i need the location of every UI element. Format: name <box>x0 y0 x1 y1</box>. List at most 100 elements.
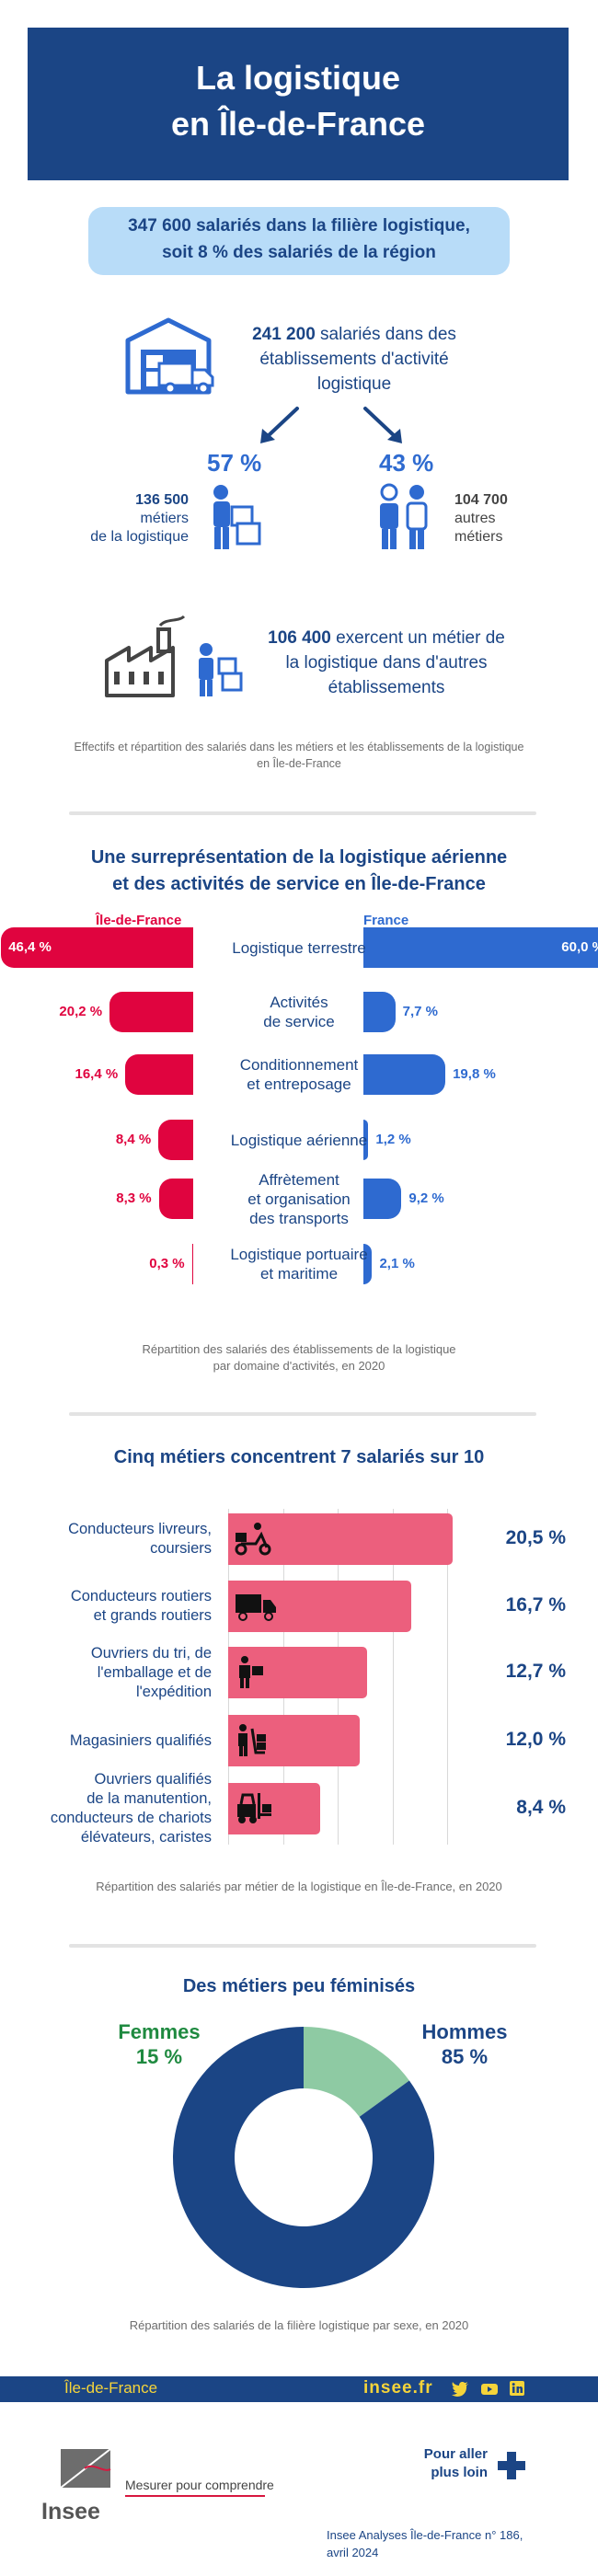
men-label-block: Hommes 85 % <box>414 2019 515 2069</box>
insee-tagline: Mesurer pour comprendre <box>125 2478 274 2492</box>
france-value: 7,7 % <box>402 1004 438 1019</box>
france-value: 2,1 % <box>379 1256 415 1271</box>
publication-ref-line2: avril 2024 <box>327 2546 379 2559</box>
left-pct: 57 % <box>207 449 262 477</box>
right-split-value: 104 700 <box>454 492 508 508</box>
activity-category: Affrètement et organisation des transports <box>195 1170 403 1228</box>
caption-2-line2: par domaine d'activités, en 2020 <box>213 1359 385 1373</box>
france-bar <box>363 1120 369 1160</box>
other-establishments-text3: établissements <box>328 678 445 697</box>
job-bar <box>228 1715 360 1766</box>
caption-2: Répartition des salariés des établisseme… <box>37 1341 561 1374</box>
france-value: 19,8 % <box>453 1066 496 1082</box>
youtube-icon[interactable] <box>480 2380 499 2398</box>
section2-title-line1: Une surreprésentation de la logistique a… <box>90 847 508 868</box>
other-establishments-text: 106 400 exercent un métier de la logisti… <box>248 626 524 700</box>
caption-3: Répartition des salariés par métier de l… <box>96 1880 502 1893</box>
men-label: Hommes <box>421 2020 508 2043</box>
job-label-line: Magasiniers qualifiés <box>69 1731 212 1749</box>
activity-category-line: et maritime <box>259 1265 339 1282</box>
job-value: 20,5 % <box>505 1527 566 1548</box>
establishments-text1: salariés dans des <box>320 325 456 344</box>
job-label-line: coursiers <box>150 1540 212 1557</box>
men-pct: 85 % <box>441 2045 489 2068</box>
france-value: 60,0 % <box>561 939 598 955</box>
publication-ref: Insee Analyses Île-de-France n° 186, avr… <box>327 2526 523 2561</box>
france-bar <box>363 927 598 968</box>
women-label: Femmes <box>118 2020 201 2043</box>
job-label-line: de la manutention, <box>86 1790 212 1807</box>
idf-value: 8,3 % <box>116 1190 152 1206</box>
activity-category-line: et entreposage <box>247 1075 351 1093</box>
job-label: Ouvriers qualifiés de la manutention, cond… <box>28 1770 212 1847</box>
idf-bar <box>158 1179 193 1219</box>
donut-slice-men <box>173 2027 434 2288</box>
caption-4: Répartition des salariés de la filière l… <box>129 2318 469 2332</box>
job-label-line: conducteurs de chariots <box>50 1810 212 1826</box>
left-split-line2: de la logistique <box>90 529 189 545</box>
activity-category-line: des transports <box>249 1209 349 1227</box>
france-bar <box>363 1054 446 1095</box>
france-bar <box>363 1179 402 1219</box>
job-label-line: Conducteurs routiers <box>70 1588 212 1604</box>
activity-category: Conditionnement et entreposage <box>195 1055 403 1094</box>
idf-bar <box>109 992 193 1032</box>
section4-title: Des métiers peu féminisés <box>182 1976 416 1996</box>
caption-1-line1: Effectifs et répartition des salariés da… <box>74 741 524 753</box>
truck-icon <box>236 1594 276 1621</box>
worker-boxes-icon <box>213 485 261 549</box>
plus-icon[interactable] <box>497 2451 526 2480</box>
france-bar <box>363 992 396 1032</box>
more-link[interactable]: Pour aller plus loin <box>405 2445 488 2482</box>
delivery-scooter-icon <box>235 1523 271 1556</box>
more-line1: Pour aller <box>423 2446 488 2462</box>
idf-bar <box>125 1054 193 1095</box>
job-label: Magasiniers qualifiés <box>28 1731 212 1751</box>
other-workers-icon <box>380 483 428 549</box>
twitter-icon[interactable] <box>451 2381 469 2398</box>
summary-line2: soit 8 % des salariés de la région <box>162 243 436 262</box>
establishments-value: 241 200 <box>252 325 316 344</box>
idf-bar <box>158 1120 193 1160</box>
job-label-line: Conducteurs livreurs, <box>68 1521 212 1537</box>
page-title-line1: La logistique <box>195 59 400 97</box>
idf-bar <box>191 1244 193 1284</box>
establishments-text: 241 200 salariés dans des établissements… <box>221 322 488 397</box>
col-head-idf: Île-de-France <box>96 913 182 928</box>
establishments-text3: logistique <box>316 374 392 394</box>
caption-2-line1: Répartition des salariés des établisseme… <box>142 1342 456 1356</box>
footer-bar <box>0 2376 598 2402</box>
idf-value: 20,2 % <box>59 1004 103 1019</box>
activity-category-line: Logistique portuaire <box>230 1246 368 1263</box>
arrow-down-left-icon <box>260 407 299 443</box>
left-split-line1: métiers <box>140 511 189 526</box>
job-value: 12,0 % <box>505 1729 566 1750</box>
job-label-line: Ouvriers du tri, de <box>90 1644 212 1662</box>
right-split-line2: métiers <box>454 529 503 545</box>
job-value: 12,7 % <box>505 1661 566 1682</box>
col-head-france: France <box>363 913 409 928</box>
activity-category: Logistique aérienne <box>195 1131 403 1150</box>
gender-donut-chart <box>173 2027 434 2288</box>
footer-site-link[interactable]: insee.fr <box>363 2378 433 2398</box>
women-pct: 15 % <box>135 2045 183 2068</box>
worker-box-icon <box>239 1656 263 1688</box>
establishments-text2: établissements d'activité <box>259 350 449 369</box>
other-establishments-value: 106 400 <box>268 628 331 648</box>
job-label-line: l'emballage et de <box>97 1663 212 1681</box>
job-bar <box>228 1513 453 1565</box>
job-label-line: Ouvriers qualifiés <box>94 1771 212 1788</box>
france-bar <box>363 1244 373 1284</box>
linkedin-icon[interactable] <box>509 2380 525 2397</box>
header-banner: La logistique en Île-de-France <box>28 28 569 180</box>
job-label-line: et grands routiers <box>93 1607 212 1624</box>
activity-category-line: Logistique aérienne <box>230 1131 368 1149</box>
section2-title-line2: et des activités de service en Île-de-Fr… <box>112 874 486 894</box>
page-title-line2: en Île-de-France <box>170 105 426 143</box>
activity-category-line: de service <box>263 1013 335 1030</box>
right-pct: 43 % <box>379 449 434 477</box>
summary-pill: 347 600 salariés dans la filière logisti… <box>88 207 510 275</box>
other-establishments-text2: la logistique dans d'autres <box>285 653 488 673</box>
job-bar <box>228 1647 368 1698</box>
warehouse-truck-icon <box>125 317 214 395</box>
